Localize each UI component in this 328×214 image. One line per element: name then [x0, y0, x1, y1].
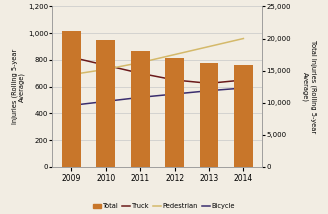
- Legend: Total, Truck, Pedestrian, Bicycle: Total, Truck, Pedestrian, Bicycle: [92, 202, 236, 211]
- Bar: [96, 40, 115, 167]
- Bar: [199, 63, 218, 167]
- Y-axis label: Total Injuries (Rolling 5-year
Average): Total Injuries (Rolling 5-year Average): [302, 40, 317, 133]
- Bar: [131, 51, 150, 167]
- Bar: [165, 58, 184, 167]
- Y-axis label: Injuries (Rolling 5-year
Average): Injuries (Rolling 5-year Average): [11, 49, 25, 124]
- Bar: [62, 31, 81, 167]
- Bar: [234, 65, 253, 167]
